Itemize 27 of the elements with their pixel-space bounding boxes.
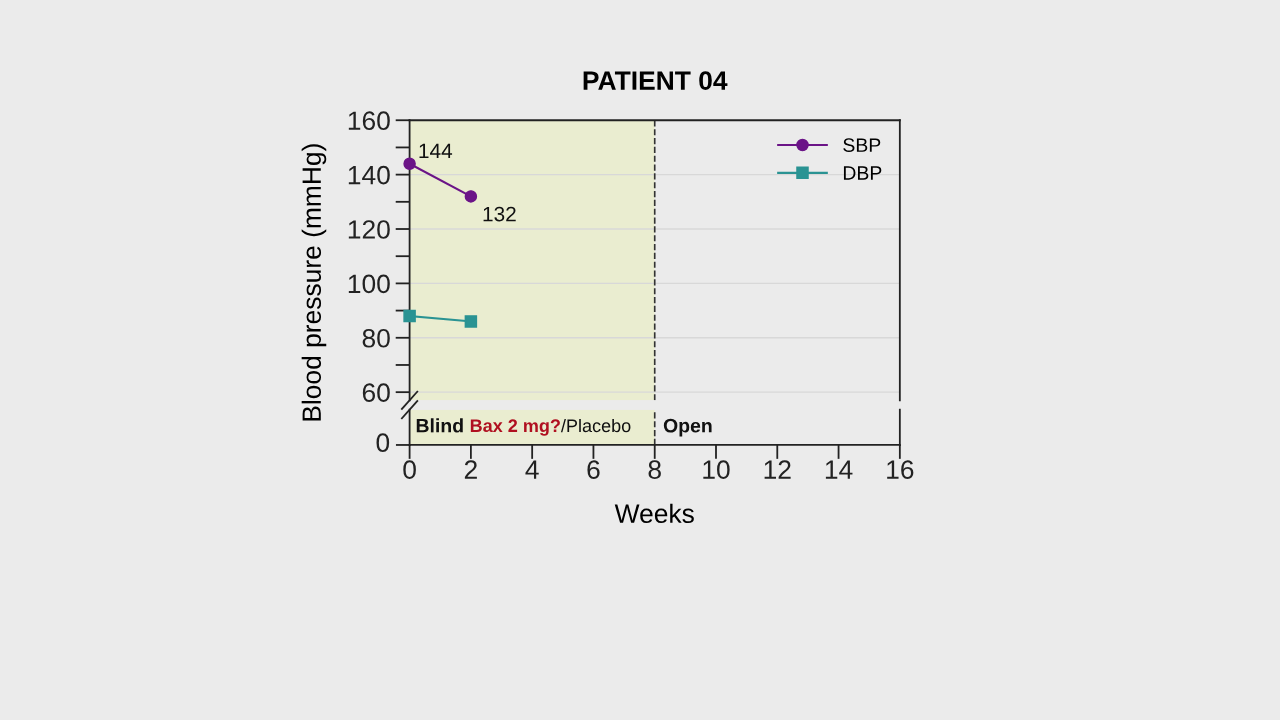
legend-label: DBP xyxy=(843,166,882,180)
text: Open xyxy=(663,418,712,437)
legend-label: SBP xyxy=(843,138,881,153)
x-tick-label: 8 xyxy=(648,460,661,479)
x-tick-label: 10 xyxy=(703,460,730,479)
x-tick-label: 4 xyxy=(525,460,539,479)
x-tick-label: 0 xyxy=(403,460,416,479)
y-tick-label: 120 xyxy=(348,220,390,239)
x-tick-label: 2 xyxy=(464,460,477,479)
y-tick-label: 60 xyxy=(362,383,390,402)
x-tick-label: 12 xyxy=(764,460,791,479)
y-tick-label: 160 xyxy=(348,111,390,131)
y-tick-label: 80 xyxy=(362,328,390,348)
text: Blind xyxy=(416,418,463,433)
x-tick-label: 16 xyxy=(887,460,914,479)
y-tick-label: 100 xyxy=(348,274,390,294)
text: /Placebo xyxy=(560,418,631,433)
y-tick-label: 140 xyxy=(348,165,390,185)
y-axis-title: Blood pressure (mmHg) xyxy=(301,144,327,421)
data-label: 144 xyxy=(419,143,453,159)
text: Bax 2 mg? xyxy=(470,419,560,436)
data-label: 132 xyxy=(483,206,516,222)
x-axis-title: Weeks xyxy=(614,503,694,524)
x-tick-label: 6 xyxy=(587,460,600,479)
text: 0 xyxy=(376,433,390,453)
x-tick-label: 14 xyxy=(825,460,853,479)
chart-title: PATIENT 04 xyxy=(583,71,728,90)
